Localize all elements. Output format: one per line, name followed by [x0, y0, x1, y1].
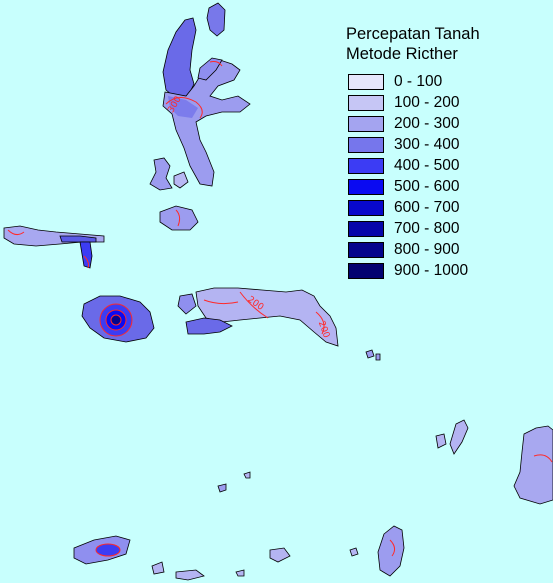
island-bacan: [159, 205, 199, 231]
island-sw-f: [243, 471, 251, 479]
contour-wetar: [95, 543, 121, 557]
legend-range-label: 600 - 700: [394, 198, 460, 216]
legend-range-label: 100 - 200: [394, 93, 460, 111]
island-sw-d: [349, 547, 359, 557]
island-sw-e: [217, 483, 227, 493]
island-kei-b: [435, 433, 447, 449]
island-morotai: [206, 2, 226, 37]
legend-title-line1: Percepatan Tanah: [346, 25, 480, 43]
legend-row: 800 - 900: [346, 239, 546, 260]
island-aru: [435, 419, 553, 505]
island-buru: [81, 295, 155, 343]
legend-range-label: 500 - 600: [394, 177, 460, 195]
legend-range-label: 800 - 900: [394, 240, 460, 258]
legend-row: 700 - 800: [346, 218, 546, 239]
island-wetar: [73, 471, 359, 581]
legend-swatch: [348, 73, 384, 90]
legend-row: 300 - 400: [346, 134, 546, 155]
island-halmahera-inner: [168, 96, 198, 118]
legend-swatch: [348, 178, 384, 195]
legend-range-label: 400 - 500: [394, 156, 460, 174]
legend-swatch: [348, 262, 384, 279]
island-tidore: [173, 171, 189, 189]
map-legend: Percepatan Tanah Metode Ricther 0 - 100 …: [346, 24, 546, 281]
island-ternate: [149, 157, 173, 191]
legend-title: Percepatan Tanah Metode Ricther: [346, 24, 546, 64]
legend-swatch: [348, 94, 384, 111]
island-halmahera-north-arm: [162, 17, 197, 99]
legend-range-label: 700 - 800: [394, 219, 460, 237]
island-halmahera-east-arm: [197, 57, 223, 81]
island-tanimbar-body: [377, 525, 405, 577]
contour-seram: [203, 291, 325, 335]
island-ambon: [185, 317, 233, 335]
island-small-seram-a: [365, 349, 375, 359]
island-mangole: [59, 235, 97, 243]
island-sw-c: [269, 547, 291, 563]
island-small-seram-b: [375, 353, 381, 361]
legend-range-label: 0 - 100: [394, 72, 443, 90]
contour-buru-inner: [110, 314, 122, 326]
legend-swatch: [348, 220, 384, 237]
legend-row: 0 - 100: [346, 71, 546, 92]
legend-row: 500 - 600: [346, 176, 546, 197]
island-seram-west: [177, 293, 197, 315]
island-tanimbar: [377, 525, 405, 577]
legend-swatch: [348, 115, 384, 132]
legend-row: 400 - 500: [346, 155, 546, 176]
contour-sula: [7, 229, 89, 269]
legend-row: 600 - 700: [346, 197, 546, 218]
legend-range-label: 900 - 1000: [394, 261, 469, 279]
island-sw-b: [175, 569, 205, 581]
island-sula: [3, 225, 105, 269]
island-sw-g: [235, 569, 245, 577]
legend-swatch: [348, 199, 384, 216]
island-halmahera-body: [162, 59, 251, 187]
legend-swatch: [348, 136, 384, 153]
island-seram: [177, 287, 381, 361]
legend-row: 200 - 300: [346, 113, 546, 134]
contour-halmahera: [165, 61, 223, 227]
legend-row: 100 - 200: [346, 92, 546, 113]
legend-row: 900 - 1000: [346, 260, 546, 281]
island-sanana: [79, 241, 93, 269]
island-halmahera: [149, 2, 251, 231]
legend-swatch: [348, 157, 384, 174]
legend-range-label: 300 - 400: [394, 135, 460, 153]
legend-title-line2: Metode Ricther: [346, 45, 458, 63]
island-aru-body: [513, 425, 553, 505]
legend-rows: 0 - 100 100 - 200 200 - 300 300 - 400 40…: [346, 71, 546, 281]
island-kei-a: [449, 419, 469, 455]
contour-tanimbar: [389, 539, 396, 557]
legend-swatch: [348, 241, 384, 258]
contour-aru: [533, 454, 553, 463]
legend-range-label: 200 - 300: [394, 114, 460, 132]
island-sw-a: [151, 561, 165, 575]
